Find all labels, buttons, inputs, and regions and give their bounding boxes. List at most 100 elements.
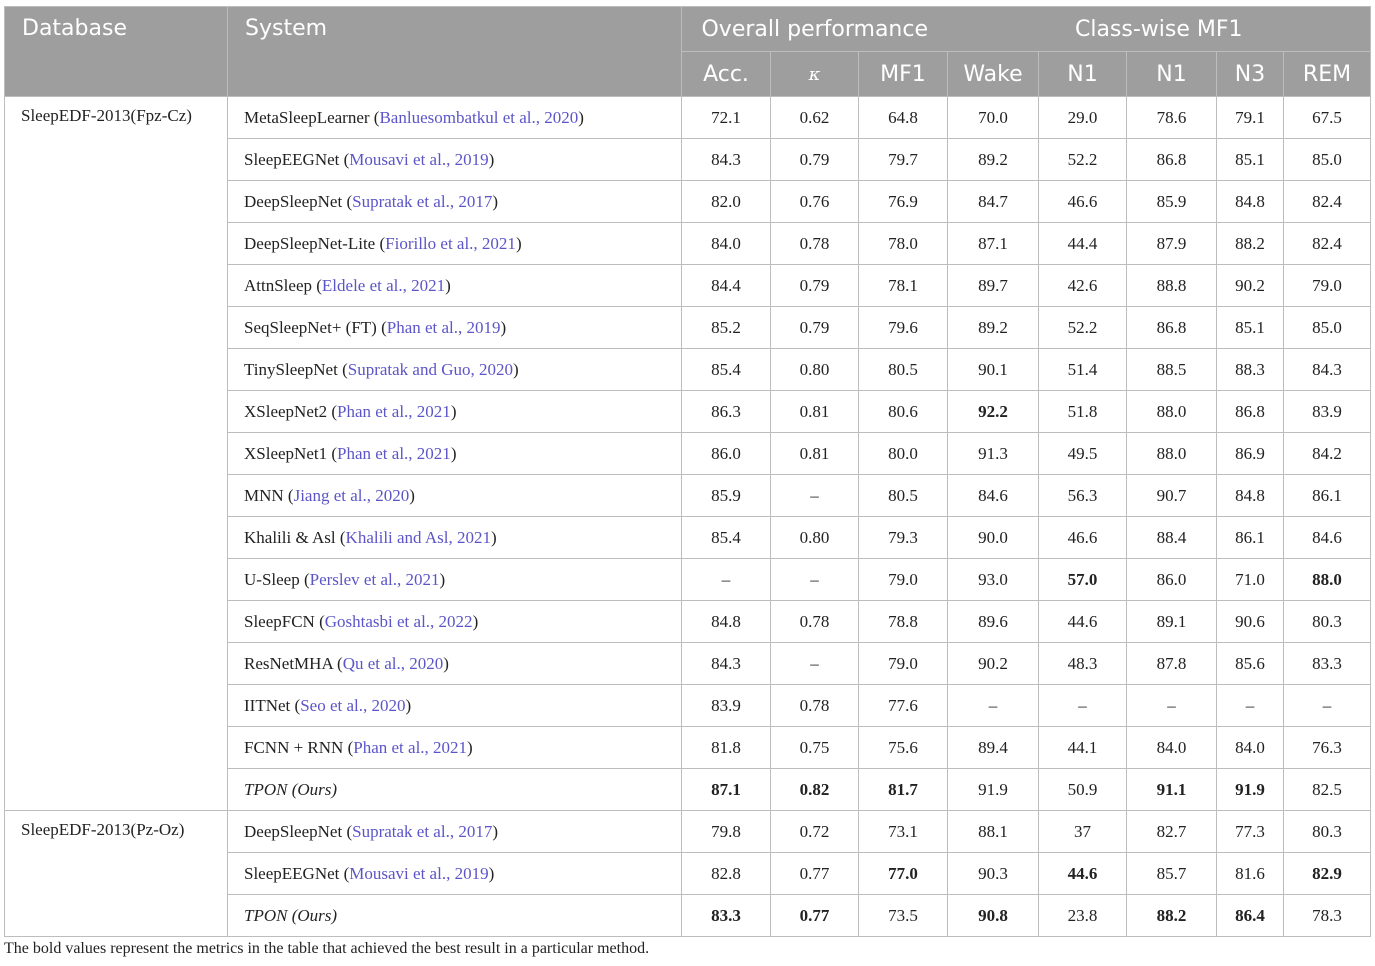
value-acc: 83.9 — [681, 684, 771, 727]
system-cell: AttnSleep (Eldele et al., 2021) — [227, 264, 682, 307]
citation-link[interactable]: Banluesombatkul et al., 2020 — [379, 107, 579, 127]
value-n1-second: 85.7 — [1126, 852, 1217, 895]
value-n3: 85.1 — [1216, 138, 1284, 181]
table-row: Khalili & Asl (Khalili and Asl, 2021) 85.… — [5, 516, 1371, 559]
value-kappa: 0.80 — [770, 516, 859, 559]
value-kappa: 0.78 — [770, 222, 859, 265]
value-wake: 84.7 — [947, 180, 1039, 223]
value-n3: 86.4 — [1216, 894, 1284, 937]
header-acc: Acc. — [681, 51, 771, 97]
citation-link[interactable]: Mousavi et al., 2019 — [349, 863, 489, 883]
citation-link[interactable]: Phan et al., 2021 — [337, 401, 451, 421]
table-body: SleepEDF-2013(Fpz-Cz) MetaSleepLearner (B… — [4, 96, 1371, 937]
citation-link[interactable]: Phan et al., 2019 — [386, 317, 501, 337]
value-rem: 82.5 — [1283, 768, 1371, 811]
value-n1-second: 88.4 — [1126, 516, 1217, 559]
citation-link[interactable]: Fiorillo et al., 2021 — [385, 233, 516, 253]
table-header: Database System Overall performance Clas… — [4, 6, 1371, 97]
system-name: SleepEEGNet — [244, 863, 340, 883]
citation-link[interactable]: Supratak et al., 2017 — [352, 821, 493, 841]
value-acc: – — [681, 558, 771, 601]
table-row: SleepEDF-2013(Pz-Oz) DeepSleepNet (Suprat… — [4, 810, 1371, 937]
system-name: IITNet — [244, 695, 291, 715]
citation-link[interactable]: Phan et al., 2021 — [353, 737, 468, 757]
value-n1: 46.6 — [1038, 180, 1127, 223]
value-n1-second: 86.8 — [1126, 138, 1217, 181]
value-n1: 37 — [1038, 810, 1127, 853]
value-n3: 71.0 — [1216, 558, 1284, 601]
header-row-metrics: Acc. κ MF1 Wake N1 N1 N3 REM — [5, 51, 1371, 97]
citation-link[interactable]: Jiang et al., 2020 — [293, 485, 410, 505]
citation-link[interactable]: Seo et al., 2020 — [300, 695, 406, 715]
value-acc: 82.0 — [681, 180, 771, 223]
value-wake: 88.1 — [947, 810, 1039, 853]
system-cell: SeqSleepNet+ (FT) (Phan et al., 2019) — [227, 306, 682, 349]
value-n1-second: 86.0 — [1126, 558, 1217, 601]
value-mf1: 78.1 — [858, 264, 948, 307]
value-acc: 86.3 — [681, 390, 771, 433]
system-cell: MNN (Jiang et al., 2020) — [227, 474, 682, 517]
value-kappa: 0.78 — [770, 684, 859, 727]
system-name: MNN — [244, 485, 284, 505]
value-kappa: – — [770, 474, 859, 517]
table-row: DeepSleepNet (Supratak et al., 2017) 82.0… — [5, 180, 1371, 223]
table-row: SleepEEGNet (Mousavi et al., 2019) 82.8 0.… — [5, 852, 1371, 895]
value-rem: 84.6 — [1283, 516, 1371, 559]
citation-link[interactable]: Supratak and Guo, 2020 — [347, 359, 514, 379]
database-cell: SleepEDF-2013(Pz-Oz) — [4, 810, 228, 937]
value-mf1: 81.7 — [858, 768, 948, 811]
citation-link[interactable]: Eldele et al., 2021 — [321, 275, 446, 295]
system-cell: MetaSleepLearner (Banluesombatkul et al.… — [227, 96, 682, 139]
value-n1: – — [1038, 684, 1127, 727]
value-rem: 88.0 — [1283, 558, 1371, 601]
value-rem: 80.3 — [1283, 600, 1371, 643]
table-row: DeepSleepNet-Lite (Fiorillo et al., 2021… — [5, 222, 1371, 265]
citation-link[interactable]: Perslev et al., 2021 — [309, 569, 440, 589]
table-row: SeqSleepNet+ (FT) (Phan et al., 2019) 85.… — [5, 306, 1371, 349]
value-acc: 86.0 — [681, 432, 771, 475]
citation-link[interactable]: Goshtasbi et al., 2022 — [324, 611, 473, 631]
value-n3: 79.1 — [1216, 96, 1284, 139]
value-kappa: 0.81 — [770, 432, 859, 475]
value-n1-second: 82.7 — [1126, 810, 1217, 853]
header-n1: N1 — [1038, 51, 1127, 97]
value-rem: 79.0 — [1283, 264, 1371, 307]
system-cell: DeepSleepNet (Supratak et al., 2017) — [227, 180, 682, 223]
value-mf1: 80.0 — [858, 432, 948, 475]
value-acc: 85.9 — [681, 474, 771, 517]
value-n1-second: 84.0 — [1126, 726, 1217, 769]
citation-link[interactable]: Supratak et al., 2017 — [352, 191, 493, 211]
header-database: Database — [4, 6, 228, 97]
system-cell: SleepFCN (Goshtasbi et al., 2022) — [227, 600, 682, 643]
value-n3: 86.9 — [1216, 432, 1284, 475]
value-mf1: 78.0 — [858, 222, 948, 265]
value-n1: 51.4 — [1038, 348, 1127, 391]
value-wake: 91.9 — [947, 768, 1039, 811]
system-cell: U-Sleep (Perslev et al., 2021) — [227, 558, 682, 601]
header-mf1: MF1 — [858, 51, 948, 97]
value-n1-second: 88.0 — [1126, 432, 1217, 475]
value-wake: – — [947, 684, 1039, 727]
value-mf1: 73.5 — [858, 894, 948, 937]
citation-link[interactable]: Qu et al., 2020 — [342, 653, 444, 673]
table-footnote: The bold values represent the metrics in… — [4, 940, 650, 957]
header-n1-second: N1 — [1126, 51, 1217, 97]
citation-link[interactable]: Khalili and Asl, 2021 — [345, 527, 491, 547]
value-n3: 85.1 — [1216, 306, 1284, 349]
citation-link[interactable]: Mousavi et al., 2019 — [349, 149, 489, 169]
value-n1-second: 91.1 — [1126, 768, 1217, 811]
system-cell: SleepEEGNet (Mousavi et al., 2019) — [227, 852, 682, 895]
system-name: XSleepNet1 — [244, 443, 328, 463]
value-acc: 84.4 — [681, 264, 771, 307]
system-name: MetaSleepLearner — [244, 107, 370, 127]
citation-link[interactable]: Phan et al., 2021 — [337, 443, 451, 463]
value-wake: 90.8 — [947, 894, 1039, 937]
system-cell: XSleepNet1 (Phan et al., 2021) — [227, 432, 682, 475]
table-row: AttnSleep (Eldele et al., 2021) 84.4 0.79 7… — [5, 264, 1371, 307]
value-rem: 67.5 — [1283, 96, 1371, 139]
table-row: TinySleepNet (Supratak and Guo, 2020) 85.… — [5, 348, 1371, 391]
value-mf1: 73.1 — [858, 810, 948, 853]
value-rem: 85.0 — [1283, 306, 1371, 349]
system-name: AttnSleep — [244, 275, 312, 295]
system-cell: DeepSleepNet (Supratak et al., 2017) — [227, 810, 682, 853]
